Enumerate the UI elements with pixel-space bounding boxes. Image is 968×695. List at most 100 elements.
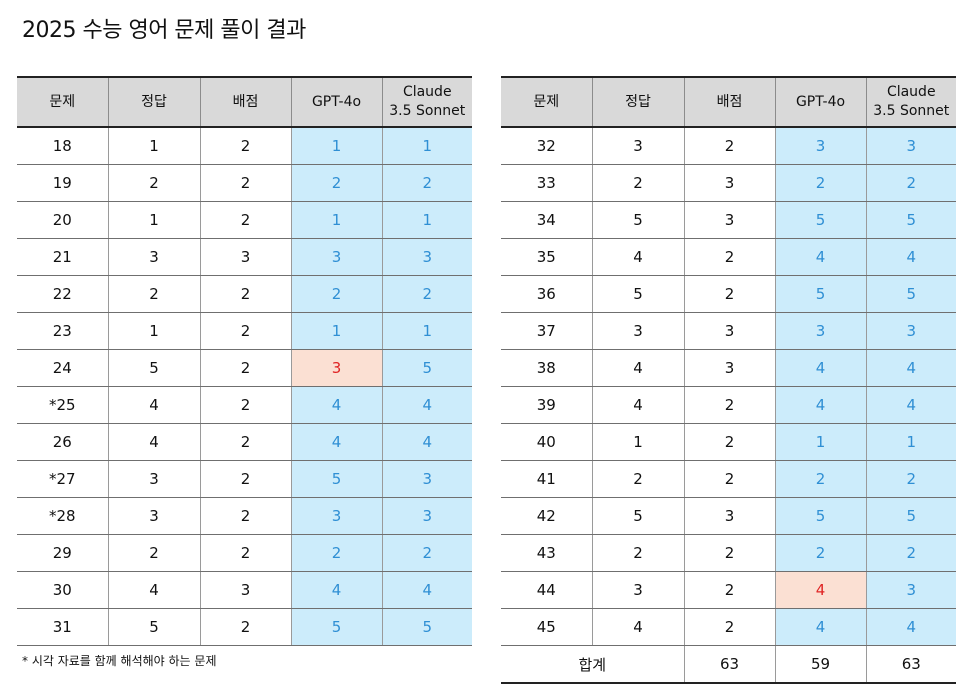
claude-answer-cell: 2 — [865, 164, 956, 202]
total-gpt: 59 — [774, 645, 866, 684]
header-question: 문제 — [501, 76, 593, 128]
correct-answer-cell: 5 — [591, 497, 684, 535]
points-cell: 3 — [683, 349, 775, 387]
correct-answer-cell: 3 — [107, 238, 200, 276]
correct-answer-cell: 4 — [107, 386, 200, 424]
correct-answer-cell: 2 — [591, 460, 684, 498]
points-cell: 2 — [683, 534, 775, 572]
table-row: 44 3 2 4 3 — [501, 571, 956, 609]
gpt-answer-cell: 4 — [774, 608, 866, 646]
table-row: 38 4 3 4 4 — [501, 349, 956, 387]
correct-answer-cell: 2 — [591, 534, 684, 572]
claude-answer-cell: 2 — [381, 275, 472, 313]
table-row: 19 2 2 2 2 — [17, 164, 472, 202]
claude-answer-cell: 2 — [381, 164, 472, 202]
correct-answer-cell: 3 — [107, 497, 200, 535]
gpt-answer-cell: 3 — [290, 238, 382, 276]
gpt-answer-cell: 5 — [774, 497, 866, 535]
question-number-cell: 42 — [501, 497, 592, 535]
correct-answer-cell: 3 — [591, 127, 684, 165]
claude-answer-cell: 4 — [381, 386, 472, 424]
page-title: 2025 수능 영어 문제 풀이 결과 — [22, 18, 306, 43]
question-number-cell: *28 — [17, 497, 108, 535]
table-row: *25 4 2 4 4 — [17, 386, 472, 424]
total-claude: 63 — [865, 645, 956, 684]
gpt-answer-cell: 4 — [290, 423, 382, 461]
points-cell: 2 — [683, 386, 775, 424]
question-number-cell: 18 — [17, 127, 108, 165]
header-question: 문제 — [17, 76, 109, 128]
question-number-cell: 41 — [501, 460, 592, 498]
question-number-cell: 34 — [501, 201, 592, 239]
claude-answer-cell: 4 — [865, 238, 956, 276]
claude-answer-cell: 3 — [381, 497, 472, 535]
table-row: 22 2 2 2 2 — [17, 275, 472, 313]
correct-answer-cell: 5 — [107, 349, 200, 387]
correct-answer-cell: 2 — [591, 164, 684, 202]
gpt-answer-cell: 4 — [774, 349, 866, 387]
question-number-cell: 21 — [17, 238, 108, 276]
claude-answer-cell: 5 — [865, 497, 956, 535]
points-cell: 2 — [683, 275, 775, 313]
points-cell: 2 — [199, 164, 291, 202]
table-row: 18 1 2 1 1 — [17, 127, 472, 165]
question-number-cell: 30 — [17, 571, 108, 609]
results-table-left: 문제 정답 배점 GPT-4o Claude 3.5 Sonnet 18 1 2 1 1 1… — [17, 76, 472, 646]
question-number-cell: 35 — [501, 238, 592, 276]
correct-answer-cell: 5 — [591, 275, 684, 313]
correct-answer-cell: 4 — [591, 608, 684, 646]
claude-answer-cell: 4 — [865, 349, 956, 387]
claude-answer-cell: 4 — [381, 571, 472, 609]
header-gpt: GPT-4o — [290, 76, 383, 128]
gpt-answer-cell: 1 — [290, 127, 382, 165]
gpt-answer-cell: 2 — [290, 275, 382, 313]
question-number-cell: 38 — [501, 349, 592, 387]
table-row: 21 3 3 3 3 — [17, 238, 472, 276]
gpt-answer-cell: 5 — [774, 201, 866, 239]
question-number-cell: *27 — [17, 460, 108, 498]
gpt-answer-cell: 1 — [774, 423, 866, 461]
question-number-cell: 19 — [17, 164, 108, 202]
table-row: 42 5 3 5 5 — [501, 497, 956, 535]
question-number-cell: 20 — [17, 201, 108, 239]
points-cell: 2 — [199, 275, 291, 313]
table-row: 35 4 2 4 4 — [501, 238, 956, 276]
claude-answer-cell: 4 — [865, 386, 956, 424]
gpt-answer-cell: 5 — [774, 275, 866, 313]
table-row: 30 4 3 4 4 — [17, 571, 472, 609]
gpt-answer-cell: 5 — [290, 460, 382, 498]
points-cell: 2 — [683, 423, 775, 461]
correct-answer-cell: 5 — [107, 608, 200, 646]
points-cell: 3 — [683, 201, 775, 239]
claude-answer-cell: 1 — [381, 127, 472, 165]
header-claude: Claude 3.5 Sonnet — [381, 76, 472, 128]
points-cell: 3 — [199, 238, 291, 276]
gpt-answer-cell: 5 — [290, 608, 382, 646]
points-cell: 2 — [199, 497, 291, 535]
question-number-cell: 31 — [17, 608, 108, 646]
header-claude-line1: Claude — [402, 84, 452, 100]
question-number-cell: 26 — [17, 423, 108, 461]
question-number-cell: 29 — [17, 534, 108, 572]
table-row: 29 2 2 2 2 — [17, 534, 472, 572]
question-number-cell: 43 — [501, 534, 592, 572]
points-cell: 3 — [683, 312, 775, 350]
table-row: 36 5 2 5 5 — [501, 275, 956, 313]
correct-answer-cell: 4 — [107, 423, 200, 461]
correct-answer-cell: 5 — [591, 201, 684, 239]
points-cell: 2 — [199, 312, 291, 350]
gpt-answer-cell: 2 — [774, 164, 866, 202]
correct-answer-cell: 3 — [591, 312, 684, 350]
header-claude-line2: 3.5 Sonnet — [873, 103, 950, 119]
table-row: 31 5 2 5 5 — [17, 608, 472, 646]
correct-answer-cell: 2 — [107, 164, 200, 202]
points-cell: 2 — [683, 238, 775, 276]
points-cell: 2 — [683, 608, 775, 646]
points-cell: 2 — [199, 460, 291, 498]
question-number-cell: 44 — [501, 571, 592, 609]
gpt-answer-cell: 3 — [290, 497, 382, 535]
gpt-answer-cell: 1 — [290, 312, 382, 350]
claude-answer-cell: 5 — [865, 201, 956, 239]
table-row: 41 2 2 2 2 — [501, 460, 956, 498]
points-cell: 3 — [683, 164, 775, 202]
